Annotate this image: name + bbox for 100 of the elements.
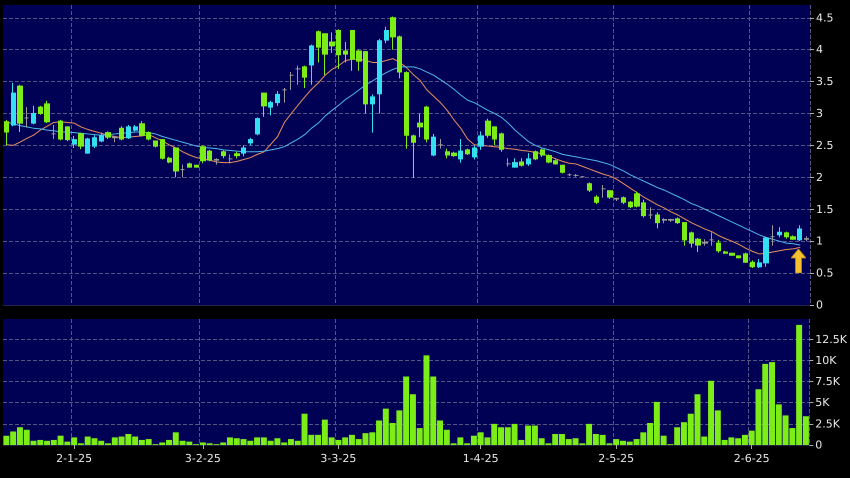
candlestick <box>621 196 626 205</box>
candlestick <box>607 190 613 200</box>
y-tick-label: 2 <box>816 170 823 184</box>
candlestick <box>221 150 226 159</box>
candlestick <box>709 232 714 246</box>
y-tick-label: 0 <box>816 298 823 312</box>
y-tick-label: 0.5 <box>816 266 834 280</box>
candlestick <box>31 105 36 125</box>
candlestick <box>275 90 280 106</box>
candlestick <box>465 148 470 156</box>
x-tick-label: 2-5-25 <box>598 452 634 465</box>
x-tick-label: 1-4-25 <box>462 452 499 465</box>
candlestick <box>404 70 409 150</box>
candlestick <box>133 124 138 132</box>
candlestick <box>248 137 253 146</box>
candlestick <box>295 65 301 86</box>
candlestick <box>777 226 782 238</box>
candlestick <box>594 194 599 205</box>
candlestick <box>78 132 84 150</box>
y-tick-label: 1.5 <box>816 202 834 216</box>
candlestick <box>573 174 579 178</box>
candlestick <box>370 94 375 134</box>
candlestick <box>519 158 524 167</box>
y-tick-label: 3.5 <box>816 75 834 88</box>
candlestick <box>411 134 416 178</box>
candlestick <box>214 158 219 166</box>
candlestick <box>153 140 158 148</box>
candlestick <box>648 206 653 220</box>
candlestick <box>309 44 314 86</box>
y-tick-label: 0 <box>815 438 822 452</box>
candlestick <box>282 87 287 104</box>
candlestick <box>92 134 97 148</box>
x-tick-label: 2-1-25 <box>56 452 92 465</box>
candlestick <box>255 116 260 136</box>
candlestick <box>261 92 267 118</box>
y-tick-label: 5K <box>815 396 830 410</box>
candlestick <box>614 197 619 202</box>
y-tick-label: 4 <box>816 43 823 56</box>
candlestick <box>228 154 233 164</box>
candlestick <box>289 72 294 90</box>
candlestick <box>119 126 124 141</box>
candlestick <box>187 162 192 168</box>
candlestick <box>601 184 606 198</box>
candlestick <box>302 65 307 88</box>
candlestick <box>4 119 9 146</box>
candlestick <box>384 26 389 44</box>
y-tick-label: 1 <box>816 234 823 248</box>
candlestick <box>478 130 484 150</box>
candlestick <box>72 135 77 148</box>
candlestick <box>377 38 382 114</box>
candlestick <box>560 164 565 174</box>
x-tick-label: 3-3-25 <box>320 452 356 465</box>
candlestick <box>770 224 775 246</box>
candlestick <box>512 158 518 168</box>
candlestick <box>682 222 687 246</box>
y-tick-label: 12.5K <box>815 332 848 346</box>
y-tick-label: 2.5K <box>815 417 841 430</box>
candlestick <box>655 212 660 229</box>
candlestick <box>126 124 131 140</box>
candlestick <box>587 182 592 193</box>
candlestick <box>234 151 240 159</box>
candlestick <box>533 150 538 161</box>
candlestick <box>105 130 111 140</box>
candlestick <box>85 137 90 154</box>
candlestick <box>526 152 531 166</box>
candlestick <box>736 254 741 259</box>
candlestick <box>702 238 708 246</box>
candlestick <box>99 132 104 143</box>
candlestick <box>180 164 185 178</box>
candlestick <box>472 144 477 160</box>
candlestick <box>499 132 504 152</box>
candlestick <box>58 119 63 141</box>
candlestick <box>241 144 246 157</box>
x-tick-label: 3-2-25 <box>184 452 221 465</box>
candlestick <box>24 106 29 128</box>
candlestick <box>750 260 755 268</box>
candlestick <box>112 135 118 143</box>
candlestick <box>438 138 443 150</box>
candlestick <box>458 138 463 164</box>
candlestick <box>804 236 809 242</box>
y-tick-label: 4.5 <box>816 11 834 24</box>
y-tick-label: 7.5K <box>815 375 841 388</box>
x-tick-label: 2-6-25 <box>734 452 770 465</box>
candlestick <box>797 224 802 242</box>
candlestick <box>743 252 748 264</box>
candlestick <box>716 239 721 254</box>
candlestick <box>65 126 70 142</box>
candlestick <box>506 158 511 167</box>
candlestick <box>160 138 165 160</box>
candlestick <box>567 173 572 177</box>
candlestick <box>51 124 56 140</box>
candlestick <box>194 164 199 168</box>
candlestick <box>343 42 348 63</box>
candlestick <box>431 133 436 157</box>
y-tick-label: 2.5 <box>816 138 834 152</box>
candlestick <box>268 100 273 116</box>
candlestick <box>675 217 680 224</box>
candlestick <box>17 84 23 133</box>
candlestick <box>11 82 16 127</box>
y-tick-label: 3 <box>816 107 823 120</box>
